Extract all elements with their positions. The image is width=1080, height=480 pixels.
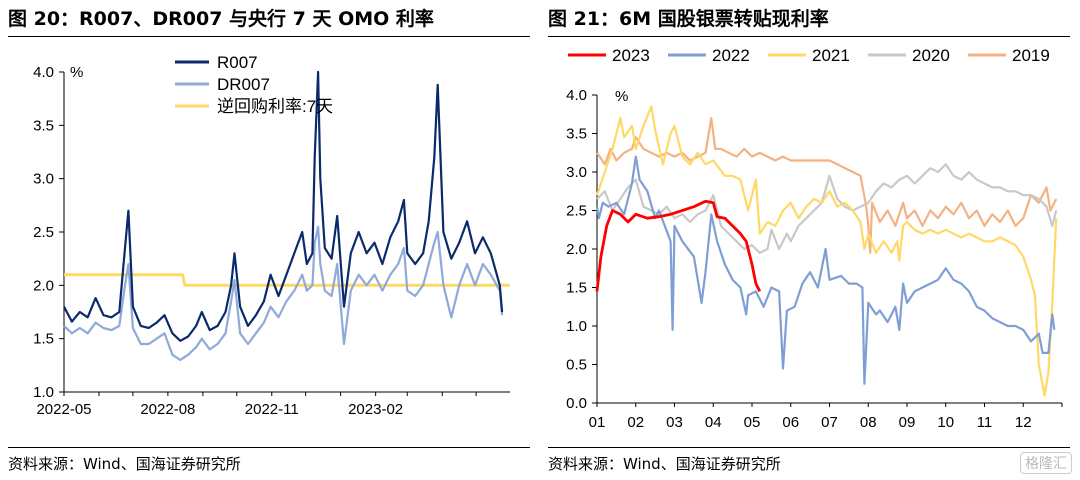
y-tick-label: 3.0 bbox=[566, 164, 587, 181]
title-rule bbox=[548, 36, 1070, 37]
x-tick-label: 2023-02 bbox=[348, 401, 403, 418]
y-unit-label: % bbox=[70, 64, 83, 81]
y-tick-label: 1.0 bbox=[33, 384, 54, 401]
y-tick-label: 2.0 bbox=[33, 277, 54, 294]
y-tick-label: 1.0 bbox=[566, 318, 587, 335]
y-tick-label: 3.5 bbox=[566, 126, 587, 143]
chart-title: 图 20：R007、DR007 与央行 7 天 OMO 利率 bbox=[8, 8, 434, 30]
x-tick-label: 05 bbox=[744, 414, 761, 431]
legend-label: R007 bbox=[217, 53, 258, 72]
watermark-logo: 格隆汇 bbox=[1020, 452, 1072, 474]
legend-label: 2023 bbox=[612, 46, 650, 65]
y-tick-label: 4.0 bbox=[566, 87, 587, 104]
source-note: 资料来源：Wind、国海证券研究所 bbox=[8, 455, 241, 473]
x-tick-label: 07 bbox=[821, 414, 838, 431]
source-rule bbox=[548, 447, 1070, 448]
title-rule bbox=[8, 36, 530, 37]
x-tick-label: 01 bbox=[589, 414, 606, 431]
chart-panel-left: 图 20：R007、DR007 与央行 7 天 OMO 利率 1.0 1.5 2.0… bbox=[8, 8, 530, 473]
x-tick-label: 11 bbox=[977, 414, 993, 431]
y-tick-label: 4.0 bbox=[33, 64, 54, 81]
y-tick-label: 3.5 bbox=[33, 117, 54, 134]
x-tick-label: 12 bbox=[1015, 414, 1032, 431]
line-chart-right: 0.0 0.5 1.0 1.5 2.0 2.5 3.0 3.5 4.0 % 01 02 03 04 05 06… bbox=[566, 46, 1063, 431]
line-chart-left: 1.0 1.5 2.0 2.5 3.0 3.5 4.0 % 2022-05 2022-08 2022… bbox=[33, 53, 510, 418]
x-tick-label: 06 bbox=[782, 414, 799, 431]
series-line-2023 bbox=[595, 199, 762, 293]
x-tick-label: 10 bbox=[937, 414, 954, 431]
series-line-2022 bbox=[595, 155, 1056, 385]
x-tick-label: 2022-08 bbox=[140, 401, 195, 418]
legend-label: 2020 bbox=[912, 46, 950, 65]
x-tick-label: 2022-11 bbox=[245, 401, 299, 418]
chart-title: 图 21：6M 国股银票转贴现利率 bbox=[548, 8, 829, 30]
series-line-2021 bbox=[595, 105, 1058, 397]
chart-panel-right: 图 21：6M 国股银票转贴现利率 0.0 0.5 1.0 1.5 2.0 2.5 3.0 3… bbox=[540, 0, 1080, 480]
y-tick-label: 0.0 bbox=[566, 395, 587, 412]
y-tick-label: 1.5 bbox=[566, 280, 587, 297]
legend-label: 2021 bbox=[812, 46, 850, 65]
series-line-DR007 bbox=[63, 225, 504, 362]
series-line-R007 bbox=[63, 70, 504, 342]
y-tick-label: 2.0 bbox=[566, 241, 587, 258]
source-rule bbox=[8, 447, 530, 448]
y-tick-label: 2.5 bbox=[566, 203, 587, 220]
x-tick-label: 09 bbox=[899, 414, 916, 431]
source-note: 资料来源：Wind、国海证券研究所 bbox=[548, 455, 781, 473]
x-tick-label: 04 bbox=[705, 414, 722, 431]
y-tick-label: 1.5 bbox=[33, 331, 54, 348]
x-tick-label: 02 bbox=[627, 414, 644, 431]
legend-label: 2019 bbox=[1012, 46, 1050, 65]
legend-label: 2022 bbox=[712, 46, 750, 65]
legend-label: DR007 bbox=[217, 75, 270, 94]
series-line-2019 bbox=[596, 116, 1058, 254]
legend-label: 逆回购利率:7天 bbox=[217, 97, 333, 116]
x-tick-label: 08 bbox=[860, 414, 877, 431]
y-tick-label: 3.0 bbox=[33, 171, 54, 188]
y-tick-label: 0.5 bbox=[566, 357, 587, 374]
y-unit-label: % bbox=[615, 88, 628, 105]
x-tick-label: 03 bbox=[666, 414, 683, 431]
y-tick-label: 2.5 bbox=[33, 224, 54, 241]
x-tick-label: 2022-05 bbox=[36, 401, 91, 418]
series-line-2020 bbox=[596, 163, 1058, 254]
